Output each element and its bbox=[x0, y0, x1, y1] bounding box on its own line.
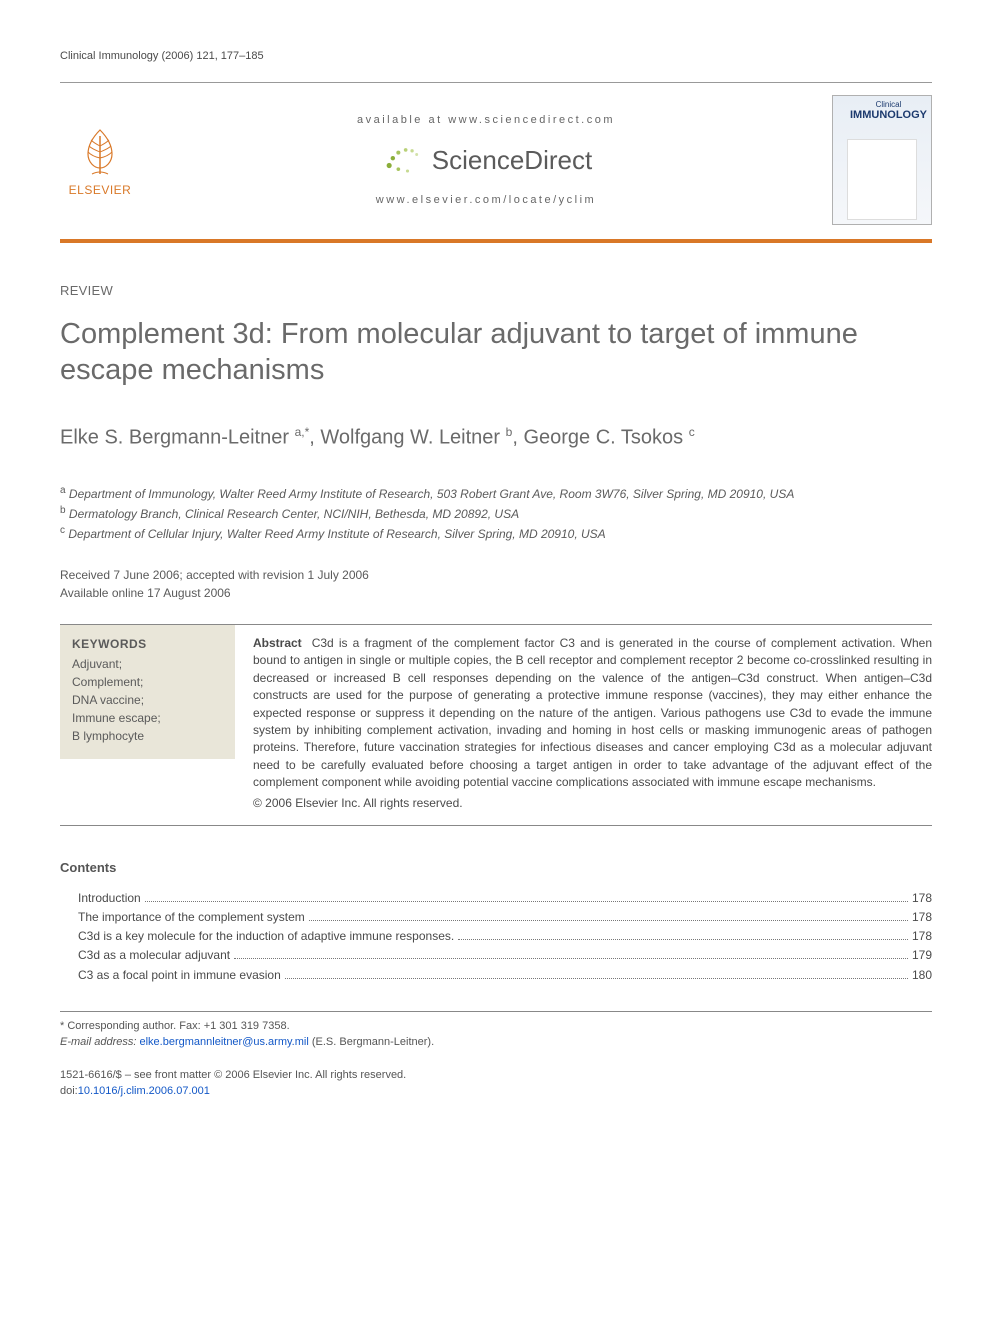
journal-cover-title: Clinical IMMUNOLOGY bbox=[850, 100, 927, 121]
abstract-text: AbstractC3d is a fragment of the complem… bbox=[235, 625, 932, 825]
locate-url: www.elsevier.com/locate/yclim bbox=[140, 194, 832, 206]
elsevier-tree-icon bbox=[72, 124, 128, 180]
history-online: Available online 17 August 2006 bbox=[60, 585, 932, 602]
article-history: Received 7 June 2006; accepted with revi… bbox=[60, 567, 932, 602]
masthead-center: available at www.sciencedirect.com Scien… bbox=[140, 114, 832, 206]
toc-entry: The importance of the complement system … bbox=[78, 908, 932, 927]
running-header: Clinical Immunology (2006) 121, 177–185 bbox=[60, 50, 932, 62]
article-title: Complement 3d: From molecular adjuvant t… bbox=[60, 316, 932, 389]
front-matter-line: 1521-6616/$ – see front matter © 2006 El… bbox=[60, 1067, 932, 1084]
affiliations: a Department of Immunology, Walter Reed … bbox=[60, 483, 932, 543]
journal-cover-image-placeholder bbox=[847, 139, 917, 220]
corresponding-email[interactable]: elke.bergmannleitner@us.army.mil bbox=[139, 1036, 308, 1048]
contents-heading: Contents bbox=[60, 860, 932, 875]
masthead: ELSEVIER available at www.sciencedirect.… bbox=[60, 82, 932, 243]
doi-link[interactable]: 10.1016/j.clim.2006.07.001 bbox=[78, 1085, 210, 1097]
sciencedirect-brand: ScienceDirect bbox=[140, 138, 832, 182]
history-received: Received 7 June 2006; accepted with revi… bbox=[60, 567, 932, 584]
email-label: E-mail address: bbox=[60, 1036, 136, 1048]
article-type-label: REVIEW bbox=[60, 283, 932, 298]
sciencedirect-text: ScienceDirect bbox=[432, 145, 592, 176]
keywords-list: Adjuvant;Complement;DNA vaccine;Immune e… bbox=[72, 655, 223, 745]
author-list: Elke S. Bergmann-Leitner a,*, Wolfgang W… bbox=[60, 425, 932, 450]
doi-prefix: doi: bbox=[60, 1085, 78, 1097]
journal-cover-thumbnail: Clinical IMMUNOLOGY bbox=[832, 95, 932, 225]
toc-entry: Introduction 178 bbox=[78, 889, 932, 908]
abstract-keywords-block: KEYWORDS Adjuvant;Complement;DNA vaccine… bbox=[60, 624, 932, 826]
toc-entry: C3d is a key molecule for the induction … bbox=[78, 927, 932, 946]
toc-entry: C3 as a focal point in immune evasion 18… bbox=[78, 966, 932, 985]
keywords-heading: KEYWORDS bbox=[72, 635, 223, 653]
footnotes: * Corresponding author. Fax: +1 301 319 … bbox=[60, 1011, 932, 1051]
sciencedirect-swoosh-icon bbox=[380, 138, 424, 182]
table-of-contents: Introduction 178 The importance of the c… bbox=[60, 889, 932, 985]
abstract-copyright: © 2006 Elsevier Inc. All rights reserved… bbox=[253, 795, 932, 812]
abstract-heading: Abstract bbox=[253, 636, 302, 650]
keywords-box: KEYWORDS Adjuvant;Complement;DNA vaccine… bbox=[60, 625, 235, 759]
abstract-body: C3d is a fragment of the complement fact… bbox=[253, 636, 932, 789]
toc-entry: C3d as a molecular adjuvant 179 bbox=[78, 946, 932, 965]
publisher-logo: ELSEVIER bbox=[60, 124, 140, 197]
corresponding-author-note: * Corresponding author. Fax: +1 301 319 … bbox=[60, 1018, 932, 1035]
available-at-text: available at www.sciencedirect.com bbox=[140, 114, 832, 126]
publisher-name: ELSEVIER bbox=[69, 183, 132, 197]
email-owner: (E.S. Bergmann-Leitner). bbox=[312, 1036, 434, 1048]
page-footer: 1521-6616/$ – see front matter © 2006 El… bbox=[60, 1067, 932, 1100]
